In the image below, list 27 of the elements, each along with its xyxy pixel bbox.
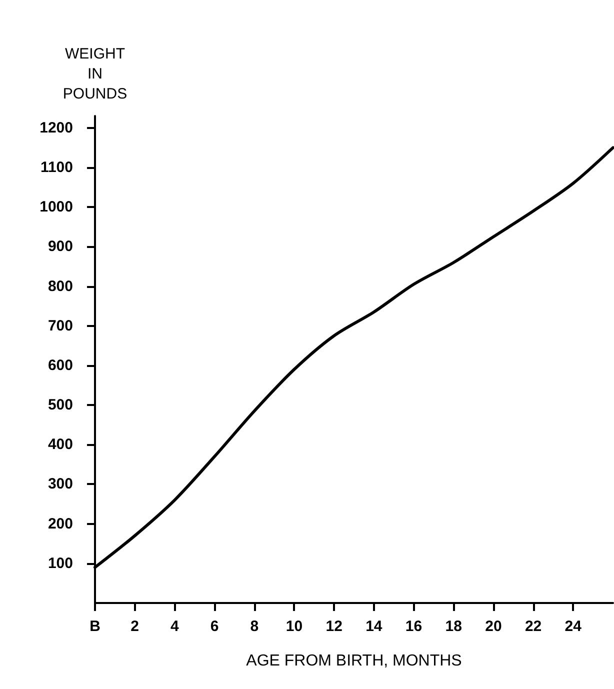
x-tick-label: 8 (250, 618, 259, 635)
y-axis-title: WEIGHT IN POUNDS (62, 46, 128, 102)
x-tick-label: 16 (405, 618, 422, 635)
x-tick-label: 22 (524, 618, 542, 635)
y-tick-label: 500 (48, 396, 73, 414)
x-tick-label: 14 (366, 618, 383, 635)
x-tick-label: B (90, 618, 101, 635)
y-tick-label: 900 (48, 238, 73, 256)
y-tick-label: 800 (48, 278, 73, 295)
x-tick-label: 20 (485, 618, 502, 635)
y-tick-label: 200 (48, 515, 73, 532)
x-tick-label: 4 (170, 618, 180, 635)
x-tick-label: 24 (564, 618, 582, 635)
y-tick-label: 700 (48, 317, 73, 334)
y-tick-label: 300 (48, 476, 73, 493)
y-tick-label: 400 (48, 436, 73, 454)
x-tick-label: 18 (445, 618, 462, 635)
y-tick-label: 1200 (40, 119, 73, 136)
x-tick-label: 2 (130, 618, 140, 635)
x-tick-label: 10 (286, 618, 303, 635)
y-tick-label: 100 (48, 554, 73, 572)
y-tick-label: 1100 (40, 158, 73, 176)
x-tick-label: 6 (210, 618, 219, 635)
y-tick-label: 600 (48, 356, 73, 374)
x-tick-label: 12 (326, 618, 342, 635)
y-tick-label: 1000 (40, 198, 73, 216)
x-axis-title: AGE FROM BIRTH, MONTHS (246, 652, 462, 670)
